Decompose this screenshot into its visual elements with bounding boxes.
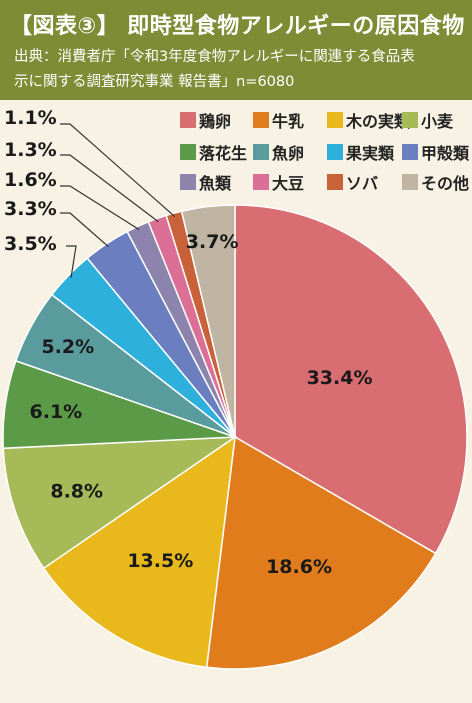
slice-label-10: 1.3% [4, 139, 57, 161]
legend-label-4: 小麦 [421, 112, 454, 131]
legend-label-12: その他 [421, 174, 470, 193]
slice-label-8: 3.3% [4, 198, 57, 220]
legend-label-2: 牛乳 [272, 112, 305, 131]
leader-line-7 [66, 245, 77, 278]
slice-label-12: 3.7% [186, 231, 239, 253]
source-note-line-2: 示に関する調査研究事業 報告書」n=6080 [14, 74, 295, 90]
pie-slice-1 [234, 204, 468, 555]
pie-slice-4 [2, 436, 238, 570]
legend-item-10: 大豆 [253, 172, 305, 193]
legend-item-9: 魚類 [180, 172, 232, 193]
slice-label-7: 3.5% [4, 233, 57, 255]
slice-label-2: 18.6% [266, 556, 332, 578]
legend-swatch-9 [180, 174, 196, 190]
legend-swatch-5 [180, 144, 196, 160]
leader-line-9 [60, 185, 140, 231]
slice-label-5: 6.1% [30, 401, 83, 423]
slice-label-9: 1.6% [4, 169, 57, 191]
legend-swatch-12 [402, 174, 418, 190]
legend-swatch-7 [327, 144, 343, 160]
legend-label-3: 木の実類 [346, 112, 411, 131]
legend-swatch-8 [402, 144, 418, 160]
legend-swatch-6 [253, 144, 269, 160]
legend-item-7: 果実類 [327, 142, 395, 163]
legend-item-4: 小麦 [402, 110, 454, 131]
legend-label-9: 魚類 [199, 174, 232, 193]
legend-label-6: 魚卵 [272, 144, 305, 163]
source-note-line-1: 出典：消費者庁「令和3年度食物アレルギーに関連する食品表 [14, 49, 415, 65]
pie-slice-12 [180, 204, 236, 438]
legend-swatch-4 [402, 112, 418, 128]
chart-header: 【図表③】 即時型食物アレルギーの原因食物 出典：消費者庁「令和3年度食物アレル… [0, 0, 472, 100]
legend-swatch-1 [180, 112, 196, 128]
legend-swatch-11 [327, 174, 343, 190]
leader-line-11 [60, 123, 176, 218]
legend-item-3: 木の実類 [327, 110, 411, 131]
leader-line-10 [60, 154, 159, 223]
slice-label-11: 1.1% [4, 107, 57, 129]
chart-title: 【図表③】 即時型食物アレルギーの原因食物 [10, 14, 465, 39]
legend-label-5: 落花生 [199, 144, 248, 163]
legend-item-2: 牛乳 [253, 110, 305, 131]
legend-item-11: ソバ [327, 172, 379, 193]
slice-label-6: 5.2% [41, 336, 94, 358]
legend-item-1: 鶏卵 [180, 110, 232, 131]
slice-label-1: 33.4% [307, 367, 373, 389]
slice-label-4: 8.8% [50, 480, 103, 502]
legend-label-10: 大豆 [272, 174, 305, 193]
legend-item-8: 甲殻類 [402, 142, 470, 163]
leader-line-8 [60, 212, 109, 248]
legend-item-6: 魚卵 [253, 142, 305, 163]
pie-slice-3 [42, 435, 236, 669]
legend-swatch-2 [253, 112, 269, 128]
pie-slice-2 [205, 435, 437, 670]
legend-label-11: ソバ [346, 174, 379, 193]
legend-item-12: その他 [402, 172, 470, 193]
legend-label-8: 甲殻類 [421, 144, 470, 163]
legend-item-5: 落花生 [180, 142, 248, 163]
legend-swatch-3 [327, 112, 343, 128]
slice-label-3: 13.5% [127, 550, 193, 572]
legend-swatch-10 [253, 174, 269, 190]
legend-label-7: 果実類 [346, 144, 395, 163]
legend-label-1: 鶏卵 [199, 112, 232, 131]
